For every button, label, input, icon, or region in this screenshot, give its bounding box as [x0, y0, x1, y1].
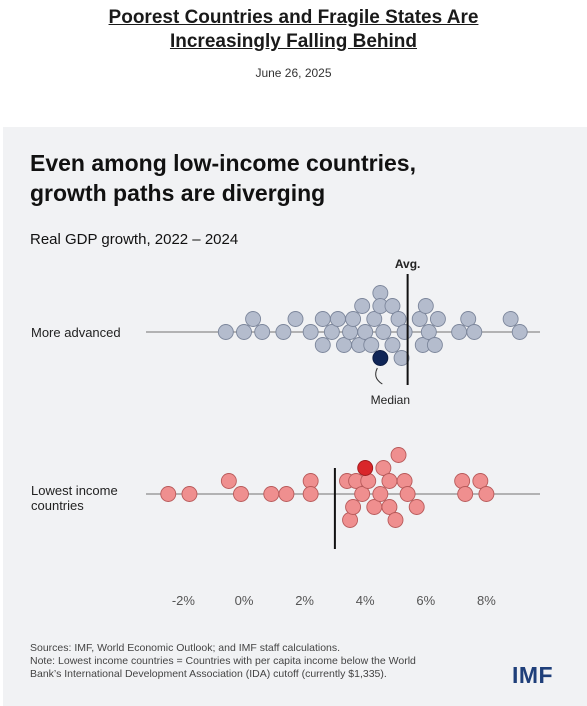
advanced-point-18	[366, 311, 383, 327]
advanced-point-4	[275, 324, 292, 340]
advanced-point-15	[354, 298, 371, 314]
advanced-point-13	[345, 311, 362, 327]
x-tick-label-2: 2%	[295, 593, 314, 608]
lowest-point-2	[220, 473, 237, 489]
lowest-point-20	[390, 447, 407, 463]
advanced-point-3	[254, 324, 271, 340]
lowest-point-7	[302, 486, 319, 502]
advanced-point-7	[314, 311, 331, 327]
advanced-point-2	[245, 311, 262, 327]
advanced-point-31	[426, 337, 443, 353]
lowest-point-26	[472, 473, 489, 489]
source-line-2: Note: Lowest income countries = Countrie…	[30, 655, 416, 667]
lowest-point-0	[160, 486, 177, 502]
chart-card	[3, 127, 587, 706]
advanced-point-10	[329, 311, 346, 327]
lowest-point-1	[181, 486, 198, 502]
advanced-point-0	[217, 324, 234, 340]
advanced-point-27	[411, 311, 428, 327]
source-notes: Sources: IMF, World Economic Outlook; an…	[30, 642, 500, 681]
lowest-point-13	[360, 473, 377, 489]
lowest-point-15	[372, 486, 389, 502]
x-tick-label-1: 0%	[235, 593, 254, 608]
row-label-more-advanced: More advanced	[31, 325, 121, 340]
advanced-point-29	[417, 298, 434, 314]
chart-title-line-2: growth paths are diverging	[30, 180, 326, 206]
lowest-point-12	[354, 486, 371, 502]
advanced-point-36	[502, 311, 519, 327]
median-label: Median	[371, 393, 410, 407]
advanced-point-9	[323, 324, 340, 340]
advanced-point-17	[363, 337, 380, 353]
x-tick-label-4: 6%	[416, 593, 435, 608]
chart-title-line-1: Even among low-income countries,	[30, 150, 416, 176]
x-tick-label-5: 8%	[477, 593, 496, 608]
advanced-point-21	[375, 324, 392, 340]
headline-line-2[interactable]: Increasingly Falling Behind	[169, 31, 418, 52]
chart-subtitle: Real GDP growth, 2022 – 2024	[30, 231, 239, 248]
advanced-point-30	[420, 324, 437, 340]
lowest-point-9	[342, 512, 358, 528]
imf-logo: IMF	[512, 662, 554, 688]
lowest-point-21	[396, 473, 413, 489]
chart-title: Even among low-income countries, growth …	[30, 148, 416, 208]
article-headline[interactable]: Poorest Countries and Fragile States Are…	[0, 6, 587, 54]
lowest-point-4	[263, 486, 280, 502]
advanced-point-32	[429, 311, 446, 327]
source-line-3: Bank’s International Development Associa…	[30, 668, 387, 680]
lowest-point-3	[233, 486, 249, 502]
article-date: June 26, 2025	[255, 66, 332, 80]
advanced-point-16	[357, 324, 374, 340]
advanced-point-33	[451, 324, 468, 340]
source-line-1: Sources: IMF, World Economic Outlook; an…	[30, 642, 341, 654]
lowest-point-5	[278, 486, 295, 502]
advanced-point-25	[393, 350, 410, 366]
x-tick-label-3: 4%	[356, 593, 375, 608]
headline-line-1[interactable]: Poorest Countries and Fragile States Are	[108, 7, 479, 28]
lowest-point-17	[381, 473, 398, 489]
lowest-point-23	[408, 499, 425, 515]
row-label-lowest-income-line-2: countries	[31, 498, 84, 513]
lowest-median-point	[357, 460, 374, 476]
advanced-median-point	[372, 350, 389, 366]
advanced-point-26	[396, 324, 413, 340]
lowest-point-10	[345, 499, 362, 515]
advanced-point-12	[342, 324, 358, 340]
lowest-point-27	[478, 486, 495, 502]
lowest-point-24	[454, 473, 471, 489]
advanced-point-23	[384, 298, 401, 314]
lowest-point-16	[375, 460, 392, 476]
advanced-point-22	[384, 337, 401, 353]
advanced-point-5	[287, 311, 304, 327]
advanced-point-34	[460, 311, 477, 327]
median-callout-line	[375, 367, 383, 385]
row-label-lowest-income-line-1: Lowest income	[31, 483, 118, 498]
advanced-point-37	[511, 324, 528, 340]
lowest-point-22	[399, 486, 416, 502]
advanced-point-8	[314, 337, 331, 353]
advanced-point-35	[466, 324, 483, 340]
lowest-point-19	[387, 512, 404, 528]
lowest-point-18	[381, 499, 398, 515]
x-tick-label-0: -2%	[172, 593, 196, 608]
advanced-point-24	[390, 311, 407, 327]
advanced-point-6	[302, 324, 319, 340]
advanced-point-1	[236, 324, 252, 340]
lowest-point-25	[457, 486, 474, 502]
average-label: Avg.	[395, 257, 421, 271]
